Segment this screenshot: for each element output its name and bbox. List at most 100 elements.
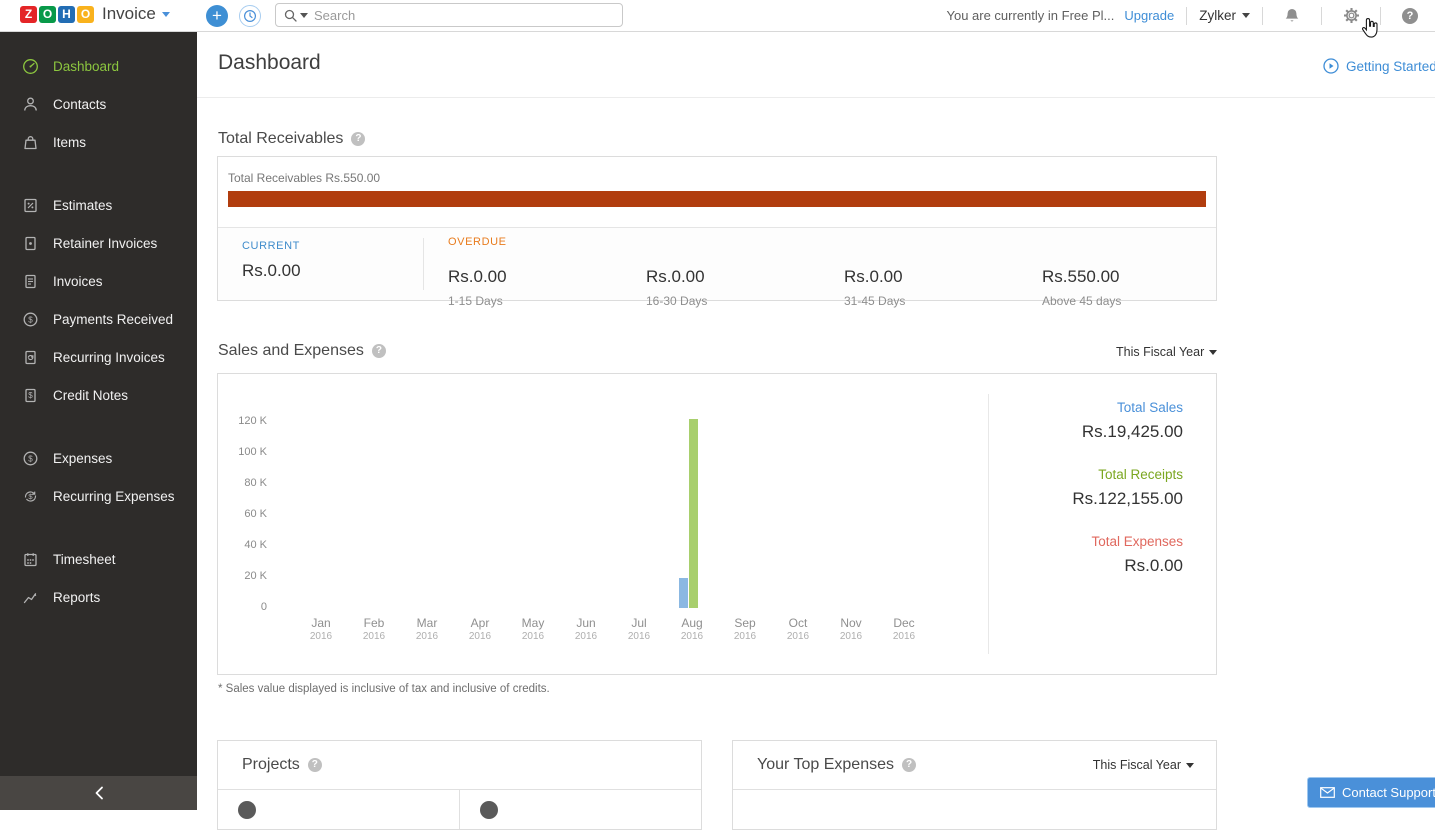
sidebar-item-label: Contacts	[53, 96, 107, 112]
total-receipts: Total Receipts Rs.122,155.00	[1008, 467, 1183, 509]
search-input[interactable]	[312, 6, 622, 24]
x-axis-tick-label: Jun 2016	[574, 616, 598, 642]
chevron-down-icon	[1242, 13, 1250, 18]
product-name: Invoice	[102, 4, 156, 23]
receivables-section-title: Total Receivables ?	[218, 130, 366, 148]
sidebar-item-label: Reports	[53, 589, 101, 605]
receivables-progress-bar	[228, 191, 1206, 207]
clock-icon	[238, 801, 256, 819]
sidebar-item-label: Recurring Invoices	[53, 349, 165, 365]
sidebar-item-timesheet[interactable]: Timesheet	[0, 540, 197, 578]
sidebar-item-retainer-invoices[interactable]: Retainer Invoices	[0, 224, 197, 262]
y-axis-tick-label: 120 K	[238, 415, 267, 427]
topbar: Z O H O Invoice + You are currently in F…	[0, 0, 1435, 32]
sidebar-item-label: Recurring Expenses	[53, 488, 175, 504]
search-filter-caret-icon[interactable]	[300, 12, 308, 18]
chart-totals-panel: Total Sales Rs.19,425.00 Total Receipts …	[1008, 400, 1183, 601]
sidebar-item-payments-received[interactable]: $ Payments Received	[0, 300, 197, 338]
sidebar-item-dashboard[interactable]: Dashboard	[0, 47, 197, 85]
x-axis-tick-label: Jan 2016	[309, 616, 333, 642]
clock-icon	[480, 801, 498, 819]
search-box[interactable]	[275, 3, 623, 27]
logo-letter: H	[58, 5, 75, 23]
y-axis-tick-label: 100 K	[238, 446, 267, 458]
top-expenses-header: Your Top Expenses ? This Fiscal Year	[733, 741, 1216, 790]
contact-support-label: Contact Support	[1342, 785, 1435, 800]
upgrade-link[interactable]: Upgrade	[1124, 8, 1175, 23]
sidebar-item-invoices[interactable]: Invoices	[0, 262, 197, 300]
bucket-range: 16-30 Days	[646, 294, 708, 308]
x-axis-tick-label: Dec 2016	[892, 616, 916, 642]
overdue-section: OVERDUE Rs.0.00 1-15 Days Rs.0.00 16-30 …	[423, 236, 1216, 308]
y-axis-tick-label: 60 K	[244, 508, 267, 520]
sidebar-item-recurring-invoices[interactable]: Recurring Invoices	[0, 338, 197, 376]
overdue-bucket: Rs.0.00 16-30 Days	[622, 258, 820, 308]
chevron-down-icon	[1186, 762, 1194, 768]
payments-received-icon: $	[22, 311, 39, 328]
contact-support-button[interactable]: Contact Support	[1307, 777, 1435, 808]
zoho-logo[interactable]: Z O H O Invoice	[20, 4, 170, 24]
svg-text:$: $	[28, 492, 33, 501]
bucket-value: Rs.0.00	[448, 267, 507, 286]
expenses-icon: $	[22, 450, 39, 467]
sidebar-item-estimates[interactable]: Estimates	[0, 186, 197, 224]
reports-icon	[22, 589, 39, 606]
items-icon	[22, 134, 39, 151]
sidebar-item-label: Timesheet	[53, 551, 116, 567]
total-value: Rs.122,155.00	[1072, 489, 1183, 508]
sidebar-item-items[interactable]: Items	[0, 123, 197, 161]
projects-header: Projects ?	[218, 741, 701, 790]
chart-bar	[689, 419, 698, 608]
envelope-icon	[1320, 787, 1335, 798]
recent-activity-button[interactable]	[239, 5, 261, 27]
org-name: Zylker	[1199, 8, 1236, 23]
help-circle-icon[interactable]: ?	[902, 758, 916, 772]
sidebar: Dashboard Contacts Items Estimates Retai…	[0, 31, 197, 810]
gear-icon	[1343, 8, 1359, 23]
settings-button[interactable]	[1334, 0, 1368, 31]
notifications-button[interactable]	[1275, 0, 1309, 31]
x-axis-tick-label: Aug 2016	[680, 616, 704, 642]
sidebar-item-reports[interactable]: Reports	[0, 578, 197, 616]
sidebar-item-credit-notes[interactable]: $ Credit Notes	[0, 376, 197, 414]
help-icon: ?	[1402, 7, 1418, 24]
sidebar-item-label: Invoices	[53, 273, 103, 289]
svg-text:$: $	[28, 315, 33, 324]
sidebar-item-label: Items	[53, 134, 87, 150]
y-axis-tick-label: 40 K	[244, 539, 267, 551]
sidebar-item-contacts[interactable]: Contacts	[0, 85, 197, 123]
plus-icon: +	[212, 6, 222, 25]
svg-text:$: $	[28, 454, 33, 463]
getting-started-link[interactable]: Getting Started	[1323, 58, 1435, 74]
x-axis-tick-label: Nov 2016	[839, 616, 863, 642]
help-circle-icon[interactable]: ?	[351, 132, 366, 146]
page-title: Dashboard	[218, 51, 321, 74]
current-label: CURRENT	[242, 240, 300, 252]
retainer-invoices-icon	[22, 235, 39, 252]
receivables-card: Total Receivables Rs.550.00 CURRENT Rs.0…	[217, 156, 1217, 308]
current-column: CURRENT Rs.0.00	[218, 228, 423, 300]
projects-column	[459, 789, 701, 829]
history-icon	[243, 9, 257, 23]
help-circle-icon[interactable]: ?	[371, 344, 386, 358]
y-axis-tick-label: 80 K	[244, 477, 267, 489]
sidebar-item-expenses[interactable]: $ Expenses	[0, 439, 197, 477]
estimates-icon	[22, 197, 39, 214]
search-icon	[284, 9, 297, 22]
help-circle-icon[interactable]: ?	[307, 758, 322, 772]
divider	[988, 394, 989, 654]
sidebar-item-recurring-expenses[interactable]: $ Recurring Expenses	[0, 477, 197, 515]
sidebar-collapse-button[interactable]	[0, 776, 197, 810]
x-axis-tick-label: Apr 2016	[468, 616, 492, 642]
total-sales: Total Sales Rs.19,425.00	[1008, 400, 1183, 442]
sidebar-item-label: Estimates	[53, 197, 113, 213]
svg-text:$: $	[28, 391, 33, 400]
help-button[interactable]: ?	[1393, 0, 1427, 31]
expenses-period-selector[interactable]: This Fiscal Year	[1093, 758, 1194, 772]
sidebar-item-label: Dashboard	[53, 58, 120, 74]
quick-create-button[interactable]: +	[206, 5, 228, 27]
overdue-bucket: Rs.0.00 31-45 Days	[820, 258, 1018, 308]
sales-period-selector[interactable]: This Fiscal Year	[1116, 345, 1218, 359]
x-axis-tick-label: Oct 2016	[786, 616, 810, 642]
org-selector[interactable]: Zylker	[1199, 8, 1250, 23]
